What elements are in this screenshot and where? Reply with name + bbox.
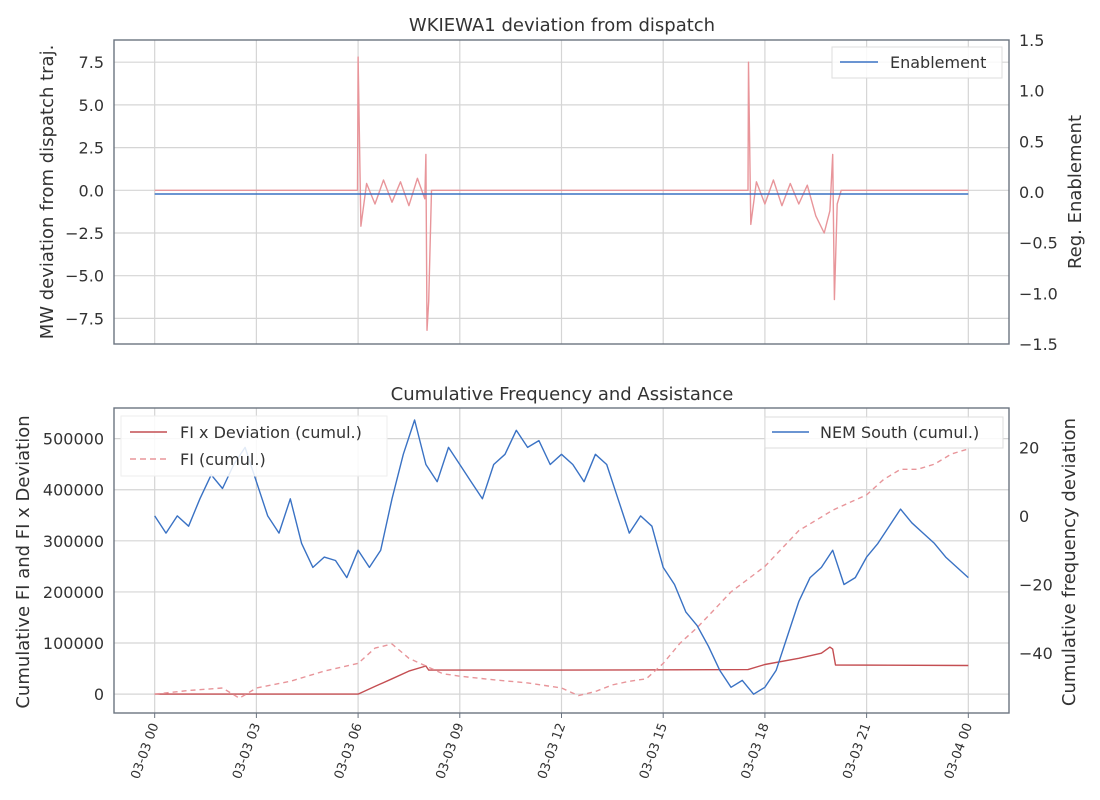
right-tick-label: −1.5 xyxy=(1019,335,1058,354)
right-tick-label: 1.5 xyxy=(1019,31,1044,50)
x-tick-label: 03-03 21 xyxy=(840,721,874,781)
left-tick-label: 0 xyxy=(94,685,104,704)
bottom-legend-label-fi-dev: FI x Deviation (cumul.) xyxy=(180,423,362,442)
top-legend: Enablement xyxy=(831,46,1003,79)
x-tick-label: 03-03 18 xyxy=(739,721,773,781)
bottom-legend-label-nem: NEM South (cumul.) xyxy=(820,423,979,442)
left-tick-label: −2.5 xyxy=(65,224,104,243)
x-tick-label: 03-04 00 xyxy=(942,721,976,781)
left-tick-label: 500000 xyxy=(43,430,104,449)
top-right-axis: 1.5 1.0 0.5 0.0 −0.5 −1.0 −1.5 xyxy=(1019,31,1058,354)
x-tick-label: 03-03 12 xyxy=(535,721,569,781)
x-tick-label: 03-03 15 xyxy=(637,721,671,781)
top-left-axis: 7.5 5.0 2.5 0.0 −2.5 −5.0 −7.5 xyxy=(65,53,104,328)
right-tick-label: 20 xyxy=(1019,438,1039,457)
left-tick-label: 400000 xyxy=(43,481,104,500)
right-tick-label: 0.5 xyxy=(1019,132,1044,151)
top-plot-frame xyxy=(113,39,1010,345)
series-line-fi-x-deviation-cumul xyxy=(154,646,969,695)
x-tick-label: 03-03 09 xyxy=(433,721,467,781)
left-tick-label: 5.0 xyxy=(79,96,104,115)
top-left-axis-label: MW deviation from dispatch traj. xyxy=(37,45,58,340)
series-line-nem-south-cumul xyxy=(154,419,969,695)
right-tick-label: −0.5 xyxy=(1019,234,1058,253)
x-tick-label: 03-03 03 xyxy=(230,721,264,781)
cumulative-panel: Cumulative Frequency and Assistance 5000… xyxy=(13,384,1080,781)
left-tick-label: 7.5 xyxy=(79,53,104,72)
right-tick-label: 1.0 xyxy=(1019,82,1044,101)
left-tick-label: −7.5 xyxy=(65,309,104,328)
bottom-left-axis-label: Cumulative FI and FI x Deviation xyxy=(13,415,34,708)
top-series xyxy=(154,56,969,331)
bottom-legend-right: NEM South (cumul.) xyxy=(764,416,1004,449)
bottom-x-axis: 03-03 00 03-03 03 03-03 06 03-03 09 03-03 12… xyxy=(128,713,976,781)
bottom-right-axis: 20 0 −20 −40 xyxy=(1019,438,1053,663)
bottom-legend-left-box xyxy=(120,415,388,477)
left-tick-label: −5.0 xyxy=(65,267,104,286)
series-line-fi-cumul xyxy=(154,448,969,699)
right-tick-label: 0.0 xyxy=(1019,183,1044,202)
x-tick-label: 03-03 06 xyxy=(332,721,366,781)
x-tick-label: 03-03 00 xyxy=(128,721,162,781)
top-right-axis-label: Reg. Enablement xyxy=(1065,115,1086,269)
left-tick-label: 2.5 xyxy=(79,139,104,158)
bottom-right-axis-label: Cumulative frequency deviation xyxy=(1059,418,1080,706)
left-tick-label: 200000 xyxy=(43,583,104,602)
bottom-series xyxy=(154,419,969,699)
deviation-panel: WKIEWA1 deviation from dispatch 7.5 5.0 2.… xyxy=(37,15,1086,354)
bottom-legend-label-fi: FI (cumul.) xyxy=(180,450,266,469)
right-tick-label: 0 xyxy=(1019,507,1029,526)
right-tick-label: −40 xyxy=(1019,644,1053,663)
bottom-chart-title: Cumulative Frequency and Assistance xyxy=(391,384,734,405)
top-chart-title: WKIEWA1 deviation from dispatch xyxy=(409,15,715,36)
left-tick-label: 0.0 xyxy=(79,181,104,200)
right-tick-label: −1.0 xyxy=(1019,284,1058,303)
top-legend-label-enablement: Enablement xyxy=(890,53,986,72)
bottom-legend-left: FI x Deviation (cumul.) FI (cumul.) xyxy=(120,415,388,477)
left-tick-label: 300000 xyxy=(43,532,104,551)
right-tick-label: −20 xyxy=(1019,575,1053,594)
series-line-deviation xyxy=(154,56,969,331)
top-grid xyxy=(114,40,1009,344)
bottom-left-axis: 500000 400000 300000 200000 100000 0 xyxy=(43,430,104,704)
left-tick-label: 100000 xyxy=(43,634,104,653)
